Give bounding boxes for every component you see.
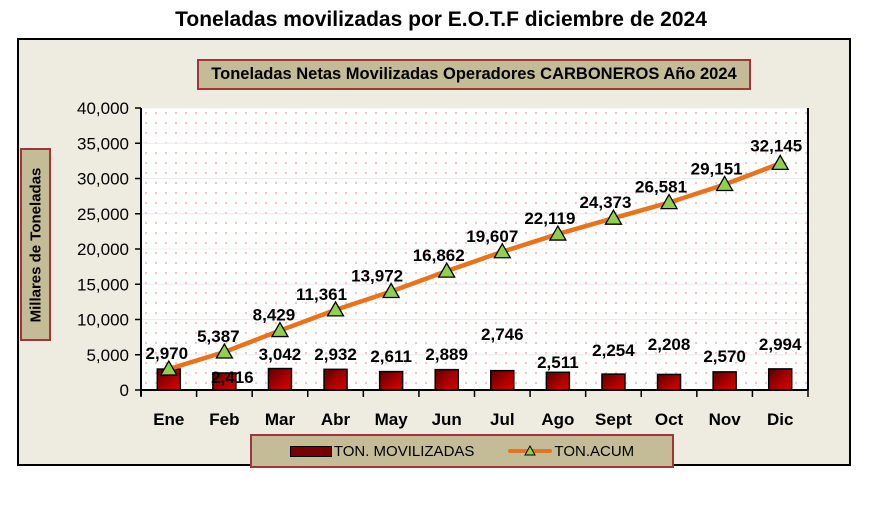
line-series bbox=[159, 154, 790, 376]
line-data-label: 26,581 bbox=[635, 178, 687, 197]
legend-bar-swatch bbox=[289, 445, 332, 457]
page-title: Toneladas movilizadas por E.O.T.F diciem… bbox=[175, 8, 707, 31]
bar bbox=[545, 371, 571, 391]
triangle-marker-icon bbox=[659, 193, 679, 210]
x-tick-label: Dic bbox=[767, 410, 793, 429]
bar-data-label: 2,416 bbox=[211, 368, 254, 387]
triangle-marker-icon bbox=[771, 154, 790, 171]
gridlines bbox=[141, 107, 808, 356]
triangle-marker-icon bbox=[270, 321, 290, 338]
y-tick-label: 30,000 bbox=[77, 170, 129, 189]
bar bbox=[656, 373, 682, 391]
legend: TON. MOVILIZADAS TON.ACUM bbox=[250, 434, 674, 468]
triangle-marker-icon bbox=[524, 444, 537, 456]
bar bbox=[767, 368, 793, 391]
y-tick-label: 40,000 bbox=[77, 99, 129, 118]
triangle-marker-icon bbox=[437, 261, 456, 278]
triangle-marker-icon bbox=[215, 342, 234, 359]
line-data-label: 19,607 bbox=[466, 227, 518, 246]
line-data-label: 24,373 bbox=[579, 193, 631, 212]
bar-data-label: 2,511 bbox=[537, 353, 579, 372]
bar bbox=[378, 370, 404, 391]
bar-data-label: 2,932 bbox=[314, 345, 357, 364]
accum-line bbox=[168, 161, 782, 372]
bar-data-label: 2,208 bbox=[648, 335, 691, 354]
triangle-marker-icon bbox=[604, 208, 623, 225]
x-tick-label: Ago bbox=[541, 410, 574, 429]
line-data-label: 29,151 bbox=[691, 159, 743, 178]
x-tick-label: Nov bbox=[709, 410, 742, 429]
bar bbox=[267, 367, 293, 391]
triangle-marker-icon bbox=[382, 282, 401, 299]
bar bbox=[712, 371, 737, 391]
triangle-marker-icon bbox=[548, 224, 567, 241]
bar bbox=[323, 368, 348, 391]
legend-item-acum: TON.ACUM bbox=[508, 443, 634, 460]
line-data-label: 8,429 bbox=[253, 306, 296, 325]
x-tick-label: May bbox=[375, 410, 409, 429]
y-tick-label: 0 bbox=[120, 381, 129, 400]
x-tick-label: Sept bbox=[595, 410, 632, 429]
x-tick-label: Ene bbox=[153, 410, 184, 429]
bar-data-label: 2,746 bbox=[481, 325, 524, 344]
bar-data-label: 2,254 bbox=[592, 341, 635, 360]
line-data-label: 22,119 bbox=[524, 209, 575, 228]
y-tick-label: 10,000 bbox=[77, 311, 129, 330]
y-tick-label: 35,000 bbox=[77, 134, 129, 153]
bar bbox=[434, 368, 459, 391]
line-data-label: 2,970 bbox=[146, 344, 189, 363]
bar-data-label: 3,042 bbox=[259, 345, 302, 364]
x-tick-label: Jun bbox=[432, 410, 462, 429]
x-tick-label: Feb bbox=[209, 410, 239, 429]
legend-line-swatch bbox=[508, 444, 553, 456]
x-tick-label: Mar bbox=[265, 410, 296, 429]
chart-title: Toneladas Netas Movilizadas Operadores C… bbox=[197, 59, 751, 90]
legend-label-movilizadas: TON. MOVILIZADAS bbox=[333, 442, 475, 460]
y-tick-label: 20,000 bbox=[77, 240, 129, 259]
x-tick-label: Abr bbox=[321, 410, 351, 429]
line-data-label: 16,862 bbox=[413, 246, 465, 265]
x-tick-label: Oct bbox=[655, 410, 684, 429]
bar bbox=[601, 373, 626, 391]
line-data-label: 32,145 bbox=[750, 136, 802, 155]
bar-data-label: 2,889 bbox=[425, 345, 468, 364]
line-data-label: 5,387 bbox=[197, 327, 240, 346]
y-tick-label: 25,000 bbox=[77, 205, 129, 224]
legend-label-acum: TON.ACUM bbox=[554, 442, 635, 460]
legend-item-movilizadas: TON. MOVILIZADAS bbox=[289, 442, 475, 460]
bar-data-label: 2,611 bbox=[370, 347, 412, 366]
y-tick-label: 5,000 bbox=[86, 346, 129, 365]
x-tick-label: Jul bbox=[490, 410, 515, 429]
bar-data-label: 2,994 bbox=[759, 335, 802, 354]
triangle-marker-icon bbox=[493, 242, 512, 259]
triangle-marker-icon bbox=[326, 300, 345, 317]
line-data-label: 13,972 bbox=[351, 266, 403, 285]
axes: 0 5,000 10,000 15,000 20,000 25,000 30,000 35,0… bbox=[77, 99, 809, 429]
y-tick-label: 15,000 bbox=[77, 275, 129, 294]
bar bbox=[490, 369, 515, 391]
triangle-marker-icon bbox=[159, 359, 178, 376]
line-data-label: 11,361 bbox=[296, 285, 347, 304]
y-axis-label-box: Millares de Toneladas bbox=[20, 148, 51, 341]
bar-data-label: 2,570 bbox=[703, 347, 746, 366]
triangle-marker-icon bbox=[715, 175, 734, 192]
